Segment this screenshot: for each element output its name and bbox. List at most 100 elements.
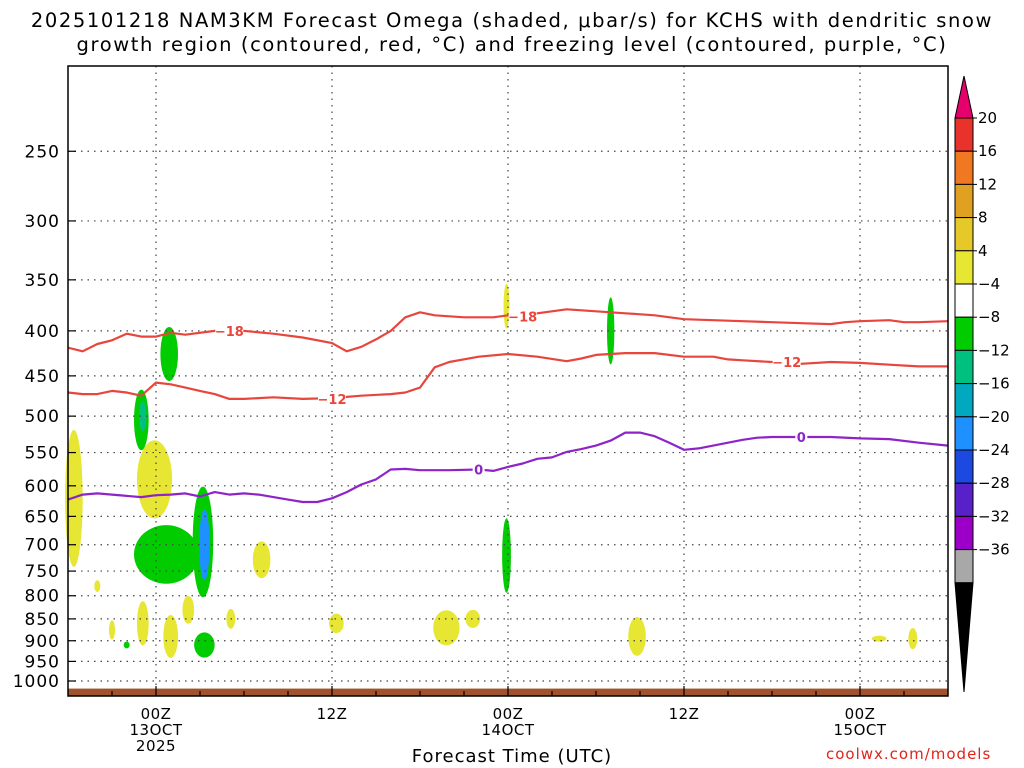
pressure-tick-label: 350 (25, 271, 60, 291)
source-watermark: coolwx.com/models (826, 745, 992, 763)
colorbar-label: −16 (978, 375, 1010, 393)
colorbar-segment (954, 316, 974, 351)
pressure-tick-label: 950 (25, 652, 60, 672)
colorbar-segment (954, 449, 974, 484)
pressure-tick-label: 800 (25, 587, 60, 607)
colorbar-segment (954, 549, 974, 584)
colorbar-segment (954, 349, 974, 385)
omega-region (502, 518, 511, 593)
colorbar-label: −32 (978, 507, 1010, 525)
contour-label-background (772, 355, 801, 370)
omega-region (160, 327, 178, 382)
time-tick-label: 13OCT (129, 721, 182, 739)
colorbar-label: 16 (978, 142, 997, 160)
time-tick-label: 2025 (136, 737, 176, 755)
omega-region (871, 635, 887, 642)
pressure-tick-label: 600 (25, 477, 60, 497)
omega-region (123, 641, 130, 649)
contour-label-background (795, 429, 808, 444)
pressure-tick-label: 250 (25, 142, 60, 162)
omega-region (94, 580, 101, 592)
omega-region (136, 601, 149, 646)
omega-region (607, 297, 615, 365)
time-tick-label: 12Z (317, 705, 348, 723)
colorbar-label: −24 (978, 441, 1010, 459)
contour-label-background (215, 323, 244, 338)
colorbar-segment (954, 250, 974, 285)
time-tick-label: 00Z (141, 705, 172, 723)
colorbar-label: −36 (978, 541, 1010, 559)
omega-region (329, 613, 344, 634)
contour-label-background (472, 462, 485, 477)
pressure-tick-label: 700 (25, 536, 60, 556)
colorbar-top-arrow (954, 75, 974, 119)
colorbar-segment (954, 150, 974, 185)
colorbar-segment (954, 383, 974, 418)
contour-label: −18 (508, 310, 537, 325)
contour-layer: −18 −18 −12 −12 0 0 (67, 308, 949, 504)
contour-label: −12 (772, 356, 801, 371)
colorbar-label: −4 (978, 275, 1000, 293)
colorbar-segment (954, 183, 974, 219)
colorbar-label: −20 (978, 408, 1010, 426)
contour-label: −12 (318, 393, 347, 408)
pressure-tick-label: 850 (25, 610, 60, 630)
contour-line (67, 352, 948, 400)
colorbar-segment (954, 117, 974, 152)
omega-region (628, 617, 646, 656)
contour-label: 0 (474, 464, 483, 479)
colorbar-label: −12 (978, 341, 1010, 359)
chart-title-line-1: 2025101218 NAM3KM Forecast Omega (shaded… (30, 9, 994, 32)
time-tick-label: 15OCT (833, 721, 886, 739)
pressure-tick-label: 900 (25, 632, 60, 652)
gridlines (68, 66, 948, 696)
contour-label: −18 (215, 325, 244, 340)
pressure-tick-label: 400 (25, 322, 60, 342)
colorbar-label: 12 (978, 175, 997, 193)
time-tick-label: 14OCT (481, 721, 534, 739)
colorbar-segment (954, 482, 974, 517)
contour-label-background (318, 391, 346, 406)
omega-region (136, 440, 173, 519)
pressure-tick-label: 500 (25, 407, 60, 427)
colorbar-label: −28 (978, 474, 1010, 492)
time-tick-label: 00Z (845, 705, 876, 723)
colorbar-label: 20 (978, 109, 997, 127)
omega-region (109, 620, 115, 640)
omega-shading-layer (65, 283, 918, 658)
chart-title-line-2: growth region (contoured, red, °C) and f… (76, 33, 948, 56)
contour-label: 0 (797, 431, 806, 446)
colorbar-label: −8 (978, 308, 1000, 326)
pressure-tick-label: 750 (25, 562, 60, 582)
colorbar-segment (954, 515, 974, 551)
time-tick-label: 12Z (669, 705, 700, 723)
y-axis-ticks: 2503003504004505005506006507007508008509… (13, 142, 76, 692)
omega-region (139, 400, 147, 432)
pressure-tick-label: 650 (25, 507, 60, 527)
contour-label-background (508, 309, 537, 324)
contour-line (67, 308, 949, 353)
omega-region (252, 541, 271, 579)
pressure-tick-label: 1000 (13, 672, 60, 692)
colorbar-segment (954, 416, 974, 451)
omega-region (194, 632, 215, 658)
omega-region (465, 609, 481, 628)
pressure-tick-label: 300 (25, 212, 60, 232)
x-axis-title: Forecast Time (UTC) (411, 746, 613, 767)
pressure-tick-label: 550 (25, 444, 60, 464)
omega-region (433, 610, 460, 646)
colorbar-bottom-arrow (954, 582, 974, 693)
pressure-tick-label: 450 (25, 367, 60, 387)
omega-region (134, 525, 199, 584)
omega-region (163, 614, 179, 658)
colorbar-segment (954, 217, 974, 252)
omega-region (908, 627, 918, 650)
omega-region (199, 509, 210, 581)
omega-region (182, 595, 195, 624)
colorbar-label: 8 (978, 209, 988, 227)
time-tick-label: 00Z (493, 705, 524, 723)
plot-frame (67, 65, 949, 697)
colorbar-segment (954, 283, 974, 318)
